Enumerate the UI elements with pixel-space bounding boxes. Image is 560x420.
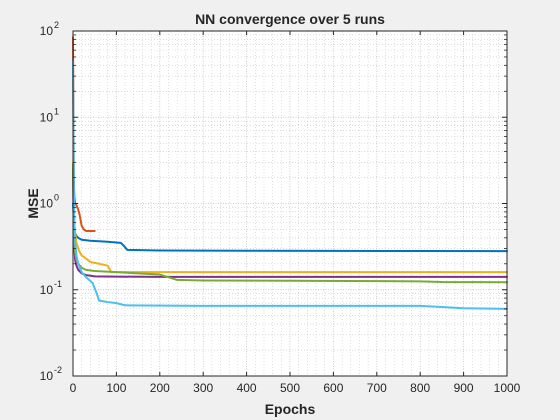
- x-tick-labels: 0 100 200 300 400 500 600 700 800 900 1000: [70, 381, 521, 395]
- x-tick-label: 0: [70, 381, 77, 395]
- x-axis-label: Epochs: [265, 401, 316, 417]
- y-tick-label: 10: [40, 24, 54, 38]
- y-tick-label: 10: [40, 197, 54, 211]
- x-tick-label: 800: [410, 381, 430, 395]
- x-tick-label: 200: [150, 381, 170, 395]
- x-tick-label: 300: [193, 381, 213, 395]
- y-axis-label: MSE: [25, 188, 41, 218]
- y-tick-exponent: 1: [54, 106, 59, 116]
- y-tick-exponent: 2: [54, 20, 59, 30]
- x-tick-label: 700: [367, 381, 387, 395]
- x-tick-label: 600: [323, 381, 343, 395]
- x-tick-label: 500: [280, 381, 300, 395]
- y-tick-label: 10: [40, 110, 54, 124]
- x-tick-label: 100: [106, 381, 126, 395]
- axis-ticks: [72, 30, 508, 377]
- y-tick-exponent: -1: [54, 279, 62, 289]
- x-tick-label: 400: [237, 381, 257, 395]
- y-tick-label: 10: [40, 369, 54, 383]
- x-tick-label: 900: [454, 381, 474, 395]
- y-tick-label: 10: [40, 283, 54, 297]
- y-tick-exponent: 0: [54, 193, 59, 203]
- chart-title: NN convergence over 5 runs: [195, 11, 385, 27]
- x-tick-label: 1000: [494, 381, 521, 395]
- y-tick-exponent: -2: [54, 365, 62, 375]
